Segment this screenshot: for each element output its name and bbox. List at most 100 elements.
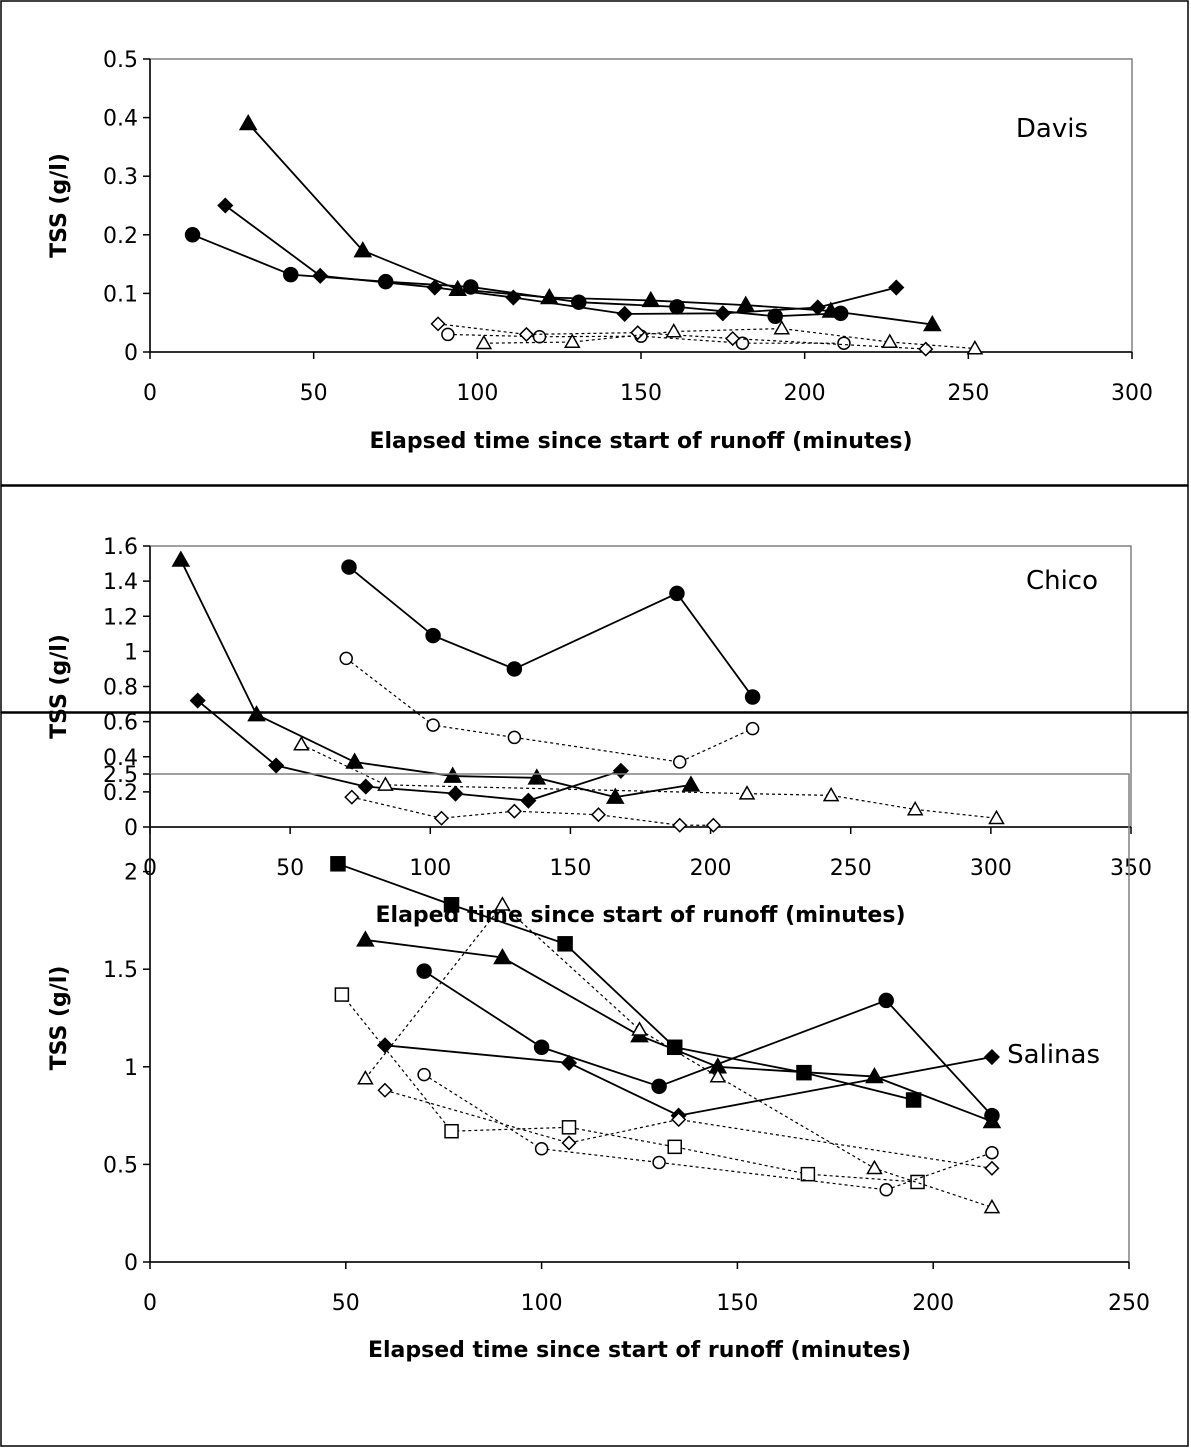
x-tick-label: 150 — [549, 856, 591, 881]
x-axis-title: Elapsed time since start of runoff (minu… — [369, 429, 912, 454]
series-line — [384, 1089, 993, 1169]
data-point-diamond — [357, 778, 374, 795]
y-tick-label: 1.2 — [103, 605, 138, 630]
x-tick-label: 250 — [830, 856, 872, 881]
data-point-triangle — [966, 339, 984, 355]
x-tick-label: 0 — [143, 381, 157, 406]
x-axis-title: Elapsed time since start of runoff (minu… — [368, 1338, 911, 1363]
series-3 — [441, 327, 851, 350]
y-tick-label: 1.4 — [103, 570, 138, 595]
data-point-diamond — [984, 1160, 1000, 1176]
data-point-circle — [283, 266, 299, 283]
y-tick-label: 0.5 — [103, 1153, 138, 1178]
y-tick-label: 0.6 — [103, 711, 138, 736]
series-3 — [376, 1037, 1001, 1124]
data-point-triangle — [448, 279, 467, 297]
y-tick-label: 1.6 — [103, 535, 138, 560]
x-tick-label: 200 — [912, 1291, 954, 1316]
data-point-circle — [984, 1107, 1000, 1124]
data-point-diamond — [447, 785, 464, 802]
series-line — [345, 657, 753, 763]
x-tick-label: 150 — [620, 381, 662, 406]
y-tick-label: 0 — [124, 1251, 138, 1276]
data-point-square — [334, 987, 350, 1002]
series-line — [337, 862, 914, 1101]
data-point-diamond — [590, 807, 607, 823]
series-1 — [217, 197, 905, 322]
series-line — [180, 559, 692, 799]
data-point-triangle — [475, 334, 493, 350]
series-line — [247, 122, 933, 326]
series-line — [437, 323, 926, 350]
data-point-circle — [425, 627, 441, 644]
series-line — [423, 1074, 993, 1191]
x-axis-title: Elaped time since start of runoff (minut… — [376, 903, 906, 928]
data-point-triangle — [866, 1159, 883, 1175]
series-line — [301, 743, 997, 819]
x-tick-label: 100 — [409, 856, 451, 881]
data-point-triangle — [494, 896, 511, 911]
data-point-square — [330, 856, 346, 872]
data-point-triangle — [238, 113, 258, 131]
data-point-square — [444, 1123, 459, 1139]
x-tick-label: 350 — [1110, 856, 1152, 881]
data-point-circle — [878, 992, 894, 1009]
data-point-triangle — [773, 320, 791, 335]
x-tick-label: 200 — [784, 381, 826, 406]
data-point-triangle — [923, 314, 942, 332]
panel-davis: 0 0.1 0.2 0.3 0.4 0.5 0 50 100 150 200 250 300 Elapse… — [0, 0, 1189, 486]
data-point-circle — [533, 1039, 550, 1056]
data-point-diamond — [520, 792, 537, 809]
plot-area — [149, 58, 1133, 353]
data-point-diamond — [560, 1054, 578, 1071]
data-point-diamond — [376, 1037, 394, 1054]
panel-frame — [0, 0, 1189, 486]
data-point-diamond — [612, 762, 629, 779]
data-point-square — [561, 1120, 577, 1135]
data-point-diamond — [561, 1135, 577, 1151]
data-point-triangle — [821, 301, 841, 318]
x-tick-label: 300 — [970, 856, 1012, 881]
y-axis-title: TSS (g/l) — [47, 153, 72, 258]
data-point-triangle — [356, 930, 375, 947]
y-tick-label: 1 — [124, 1056, 138, 1081]
data-point-triangle — [665, 322, 683, 338]
data-point-triangle — [709, 1068, 727, 1083]
series-2 — [238, 113, 942, 332]
data-point-triangle — [345, 752, 364, 769]
x-tick-label: 300 — [1111, 381, 1153, 406]
series-line — [384, 1044, 993, 1117]
data-point-circle — [507, 730, 522, 745]
series-2 — [416, 963, 1000, 1124]
y-tick-label: 0.1 — [103, 282, 138, 307]
x-tick-label: 250 — [1108, 1291, 1150, 1316]
data-point-circle — [652, 1155, 666, 1170]
series-3 — [339, 651, 760, 769]
data-point-diamond — [189, 692, 206, 709]
series-line — [483, 327, 975, 350]
data-point-triangle — [605, 787, 625, 804]
panel-frame — [0, 712, 1189, 1447]
series-7 — [377, 1082, 1000, 1176]
series-line — [341, 994, 918, 1183]
plot-area — [149, 545, 1132, 828]
x-tick-label: 50 — [332, 1291, 360, 1316]
series-4 — [430, 316, 934, 357]
data-point-circle — [506, 661, 523, 677]
x-tick-label: 0 — [143, 1291, 157, 1316]
series-1 — [171, 550, 701, 804]
data-point-circle — [184, 227, 201, 243]
y-tick-label: 0.4 — [103, 746, 138, 771]
data-point-square — [443, 897, 460, 913]
y-axis-title: TSS (g/l) — [47, 634, 72, 739]
data-point-circle — [416, 963, 432, 979]
y-tick-label: 0.2 — [103, 781, 138, 806]
data-point-diamond — [616, 305, 633, 322]
data-point-square — [800, 1166, 816, 1182]
data-point-diamond — [725, 330, 741, 347]
panel-label: Davis — [1016, 114, 1088, 144]
data-point-triangle — [293, 735, 310, 751]
data-point-diamond — [426, 279, 443, 296]
